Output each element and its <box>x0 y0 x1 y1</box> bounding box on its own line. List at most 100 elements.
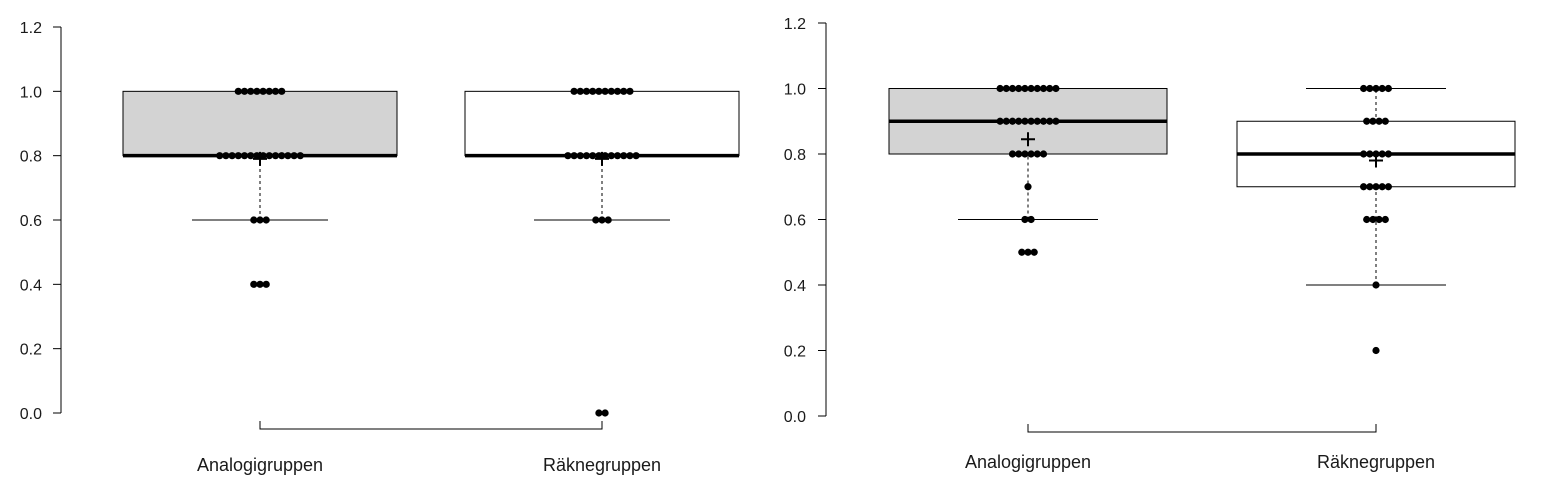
data-point <box>1027 215 1035 224</box>
data-point <box>1363 215 1371 224</box>
data-point <box>259 152 267 160</box>
data-point <box>1002 84 1010 93</box>
data-point <box>601 409 609 417</box>
data-point <box>262 216 270 224</box>
y-tick-label: 1.2 <box>20 20 42 37</box>
x-category-label: Räknegruppen <box>1317 452 1435 472</box>
data-point <box>253 87 261 95</box>
data-point <box>1015 117 1023 125</box>
data-point <box>1360 150 1368 158</box>
data-point <box>1366 150 1374 158</box>
data-point <box>271 152 280 160</box>
data-point <box>222 152 230 160</box>
data-point <box>1384 183 1392 191</box>
data-point <box>582 87 591 95</box>
x-category-label: Räknegruppen <box>543 455 661 475</box>
data-point <box>1018 248 1026 256</box>
data-point <box>1372 84 1380 93</box>
data-point <box>271 87 280 95</box>
data-point <box>1384 84 1392 93</box>
data-point <box>576 152 584 160</box>
chart-panel-2: 0.0 0.2 0.4 0.6 0.8 1.0 1.2 Analogigruppen Räkne… <box>784 16 1516 472</box>
data-point <box>278 152 286 160</box>
data-point <box>1381 215 1389 224</box>
data-point <box>1024 183 1032 191</box>
data-point <box>1027 84 1035 93</box>
chart-panel-1: 0.0 0.2 0.4 0.6 0.8 1.0 1.2 Analogigruppen Räkne… <box>20 20 740 475</box>
data-point <box>247 87 255 95</box>
data-point <box>216 152 224 160</box>
data-point <box>607 87 615 95</box>
data-point <box>256 280 264 288</box>
data-point <box>996 117 1004 125</box>
data-point <box>253 152 261 160</box>
data-point <box>1039 117 1048 125</box>
data-point <box>1046 84 1054 93</box>
y-tick-label: 0.0 <box>784 409 806 426</box>
data-point <box>1378 150 1386 158</box>
data-point <box>632 152 640 160</box>
data-point <box>1021 117 1029 125</box>
data-point <box>1024 248 1032 256</box>
mean-marker <box>1021 132 1035 147</box>
data-point <box>1369 117 1377 125</box>
data-point <box>620 87 628 95</box>
data-point <box>1015 150 1023 158</box>
data-point <box>1015 84 1023 93</box>
data-point <box>1033 117 1041 125</box>
data-point <box>595 87 603 95</box>
data-point <box>1021 215 1029 224</box>
data-point <box>1052 84 1060 93</box>
y-tick-label: 0.2 <box>784 344 806 361</box>
data-point <box>1021 84 1029 93</box>
data-point <box>1033 150 1041 158</box>
data-point <box>607 152 615 160</box>
data-point <box>996 84 1004 93</box>
data-point <box>613 87 622 95</box>
data-point <box>1002 117 1010 125</box>
box-group-2 <box>464 87 740 417</box>
data-point <box>1021 150 1029 158</box>
data-point <box>1372 183 1380 191</box>
mean-marker <box>595 151 609 166</box>
y-tick-label: 0.4 <box>784 278 806 295</box>
data-point <box>595 152 603 160</box>
y-tick-label: 0.6 <box>20 213 42 230</box>
data-point <box>592 216 600 224</box>
mean-marker <box>253 151 267 166</box>
x-category-label: Analogigruppen <box>965 452 1091 472</box>
data-point <box>250 216 258 224</box>
data-point <box>265 152 273 160</box>
y-tick-label: 0.8 <box>784 147 806 164</box>
y-tick-label: 0.2 <box>20 342 42 359</box>
data-point <box>265 87 273 95</box>
data-point <box>598 216 606 224</box>
data-point <box>620 152 628 160</box>
data-point <box>240 152 249 160</box>
data-point <box>604 216 612 224</box>
y-tick-label: 0.4 <box>20 277 42 294</box>
data-point <box>1378 84 1386 93</box>
x-axis-bracket <box>1027 424 1377 433</box>
data-point <box>228 152 236 160</box>
data-point <box>595 409 603 417</box>
data-point <box>1366 84 1374 93</box>
data-point <box>1008 150 1017 158</box>
data-point <box>1052 117 1060 125</box>
data-point <box>1360 84 1368 93</box>
box-group-1 <box>888 84 1168 256</box>
data-point <box>262 280 270 288</box>
data-point <box>256 216 264 224</box>
data-point <box>259 87 267 95</box>
x-category-label: Analogigruppen <box>197 455 323 475</box>
y-tick-label: 1.0 <box>20 84 42 101</box>
box-iqr <box>464 90 740 157</box>
data-point <box>601 152 609 160</box>
data-point <box>626 87 634 95</box>
data-point <box>626 152 634 160</box>
box-iqr <box>122 90 398 157</box>
data-point <box>564 152 572 160</box>
box-group-2 <box>1236 84 1516 355</box>
data-point <box>1375 117 1383 125</box>
data-point <box>284 152 292 160</box>
